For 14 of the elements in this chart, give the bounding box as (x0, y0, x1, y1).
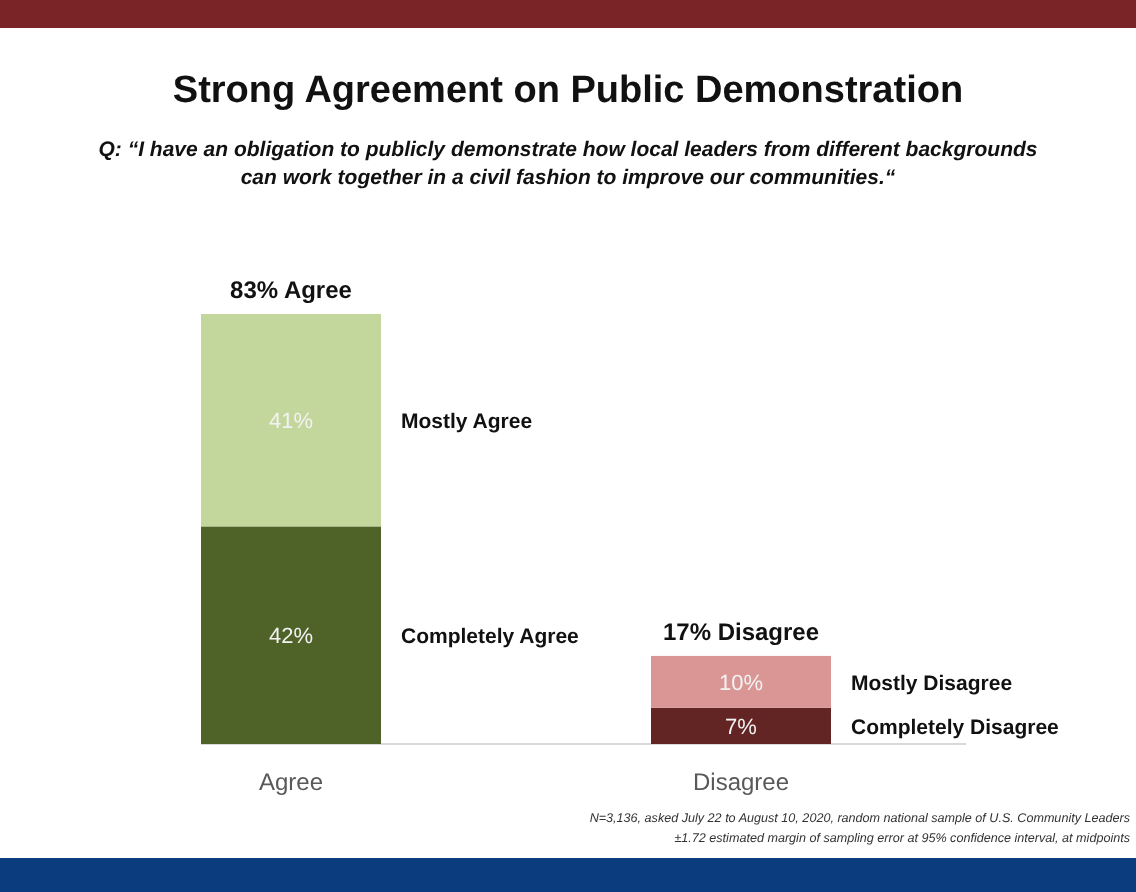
data-label: 42% (268, 625, 314, 650)
series-label: Completely Disagree (851, 715, 1060, 740)
chart-title: Strong Agreement on Public Demonstration (172, 70, 964, 112)
series-label: Mostly Disagree (851, 671, 1013, 696)
total-label: 17% Disagree (662, 617, 820, 646)
data-label: 10% (718, 671, 764, 696)
series-label: Completely Agree (401, 625, 580, 650)
chart-subtitle: Q: “I have an obligation to publicly demonstrate how local leaders from different backgrounds can work together in a civil fashion to improve our communities.“ (98, 138, 1038, 190)
x-tick-label: Disagree (692, 768, 790, 796)
series-label: Mostly Agree (401, 410, 533, 435)
x-tick-label: Agree (258, 768, 324, 796)
total-label: 83% Agree (230, 276, 353, 304)
data-label: 7% (725, 715, 758, 740)
data-label: 41% (268, 410, 314, 435)
